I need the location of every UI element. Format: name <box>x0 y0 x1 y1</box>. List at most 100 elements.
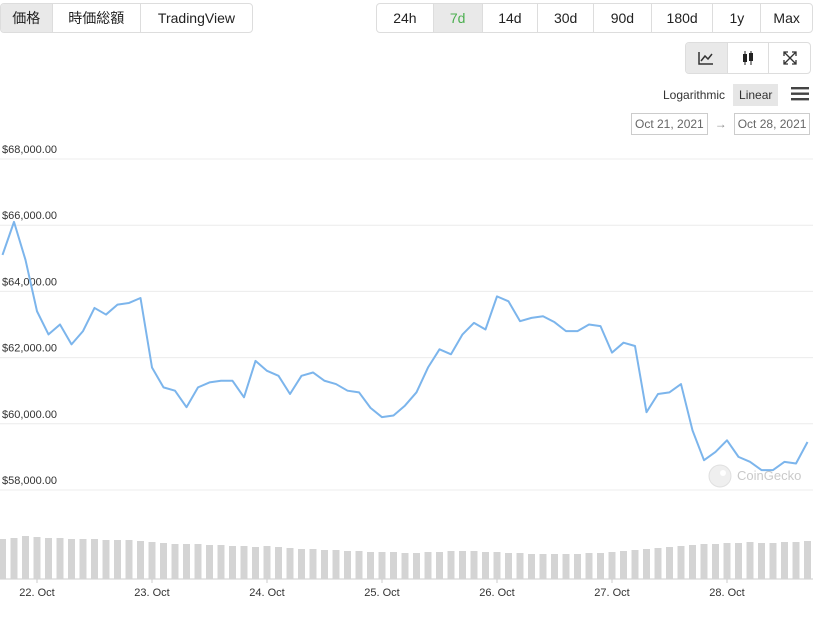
volume-bar <box>125 540 133 579</box>
volume-bar <box>79 539 87 579</box>
scale-option[interactable]: Logarithmic <box>663 88 726 102</box>
volume-bar <box>700 544 708 579</box>
volume-bar <box>562 554 570 579</box>
range-tabs: 24h 7d 14d 30d 90d 180d 1y Max <box>376 3 813 33</box>
candle-icon <box>743 51 753 65</box>
volume-bar <box>585 553 593 579</box>
volume-bar <box>631 550 639 579</box>
view-tab[interactable]: 価格 <box>1 4 53 32</box>
volume-bar <box>482 552 489 579</box>
line-icon <box>698 52 714 65</box>
volume-bar <box>171 544 179 579</box>
volume-bar <box>102 540 110 579</box>
volume-bar <box>723 543 731 579</box>
volume-bar <box>367 552 374 579</box>
volume-bar <box>206 545 213 579</box>
volume-bar <box>597 553 604 579</box>
volume-bar <box>91 539 98 579</box>
y-tick-label: $66,000.00 <box>2 210 57 222</box>
watermark: CoinGecko <box>708 464 801 488</box>
x-tick-label: 27. Oct <box>594 587 629 599</box>
volume-bar <box>355 551 363 579</box>
volume-bar <box>298 549 305 579</box>
view-tabs: 価格 時価総額 TradingView <box>0 3 253 33</box>
volume-bar <box>470 551 478 579</box>
volume-bar <box>137 541 144 579</box>
volume-bar <box>608 552 616 579</box>
range-tab[interactable]: 24h <box>377 4 434 32</box>
range-tab[interactable]: 180d <box>652 4 714 32</box>
volume-bar <box>252 547 259 579</box>
x-tick-label: 25. Oct <box>364 587 399 599</box>
x-tick-label: 26. Oct <box>479 587 514 599</box>
watermark-text: CoinGecko <box>737 468 801 483</box>
volume-bar <box>229 546 236 579</box>
fullscreen-button[interactable] <box>769 43 810 73</box>
volume-bar <box>217 545 225 579</box>
volume-bar <box>505 553 512 579</box>
y-tick-label: $60,000.00 <box>2 409 57 421</box>
expand-icon <box>783 51 797 65</box>
volume-bar <box>712 544 719 579</box>
x-tick-label: 24. Oct <box>249 587 284 599</box>
range-tab[interactable]: Max <box>773 10 800 26</box>
volume-bar <box>194 544 202 579</box>
range-tab[interactable]: 7d <box>433 4 483 32</box>
range-tab[interactable]: 90d <box>594 4 652 32</box>
volume-bar <box>516 553 524 579</box>
volume-bar <box>413 553 420 579</box>
x-tick-label: 23. Oct <box>134 587 169 599</box>
candlestick-button[interactable] <box>728 43 770 73</box>
volume-bar <box>344 551 351 579</box>
volume-bar <box>321 550 328 579</box>
volume-bar <box>263 546 271 579</box>
volume-bar <box>781 542 788 579</box>
date-from[interactable]: Oct 21, 2021 <box>631 113 708 135</box>
scale-option[interactable]: Linear <box>733 84 779 106</box>
volume-bar <box>148 542 156 579</box>
volume-bar <box>574 554 581 579</box>
plot: $58,000.00$60,000.00$62,000.00$64,000.00… <box>0 144 813 599</box>
volume-bar <box>689 545 696 579</box>
date-separator: → <box>714 117 727 131</box>
volume-bar <box>68 539 75 579</box>
volume-bar <box>401 553 409 579</box>
menu-button[interactable] <box>791 87 809 101</box>
watermark-logo-eye <box>720 470 726 476</box>
volume-bar <box>22 536 29 579</box>
volume-bar <box>620 551 627 579</box>
volume-bar <box>493 552 501 579</box>
volume-bar <box>309 549 317 579</box>
volume-bar <box>10 538 18 579</box>
volume-bar <box>332 550 340 579</box>
volume-bar <box>758 543 765 579</box>
x-tick-label: 22. Oct <box>19 587 54 599</box>
line-chart-button[interactable] <box>686 43 728 73</box>
volume-bar <box>436 552 443 579</box>
volume-bar <box>390 552 397 579</box>
volume-bar <box>551 554 558 579</box>
range-tab[interactable]: 30d <box>538 4 595 32</box>
range-tab[interactable]: 1y <box>713 4 762 32</box>
volume-bar <box>539 554 547 579</box>
view-tab[interactable]: 時価総額 <box>53 4 141 32</box>
volume-bar <box>424 552 432 579</box>
volume-bar <box>0 539 6 579</box>
volume-bar <box>746 542 754 579</box>
volume-bar <box>654 548 662 579</box>
y-tick-label: $68,000.00 <box>2 144 57 156</box>
date-range: Oct 21, 2021 → Oct 28, 2021 <box>631 113 811 135</box>
y-tick-label: $58,000.00 <box>2 475 57 487</box>
volume-bar <box>643 549 650 579</box>
volume-bar <box>804 541 811 579</box>
date-to[interactable]: Oct 28, 2021 <box>733 113 811 135</box>
view-tab[interactable]: TradingView <box>157 10 235 26</box>
volume-bar <box>447 551 455 579</box>
price-line <box>1 220 809 472</box>
range-tab[interactable]: 14d <box>483 4 539 32</box>
volume-bar <box>45 538 52 579</box>
chart-tools <box>685 42 811 74</box>
volume-bar <box>792 542 800 579</box>
